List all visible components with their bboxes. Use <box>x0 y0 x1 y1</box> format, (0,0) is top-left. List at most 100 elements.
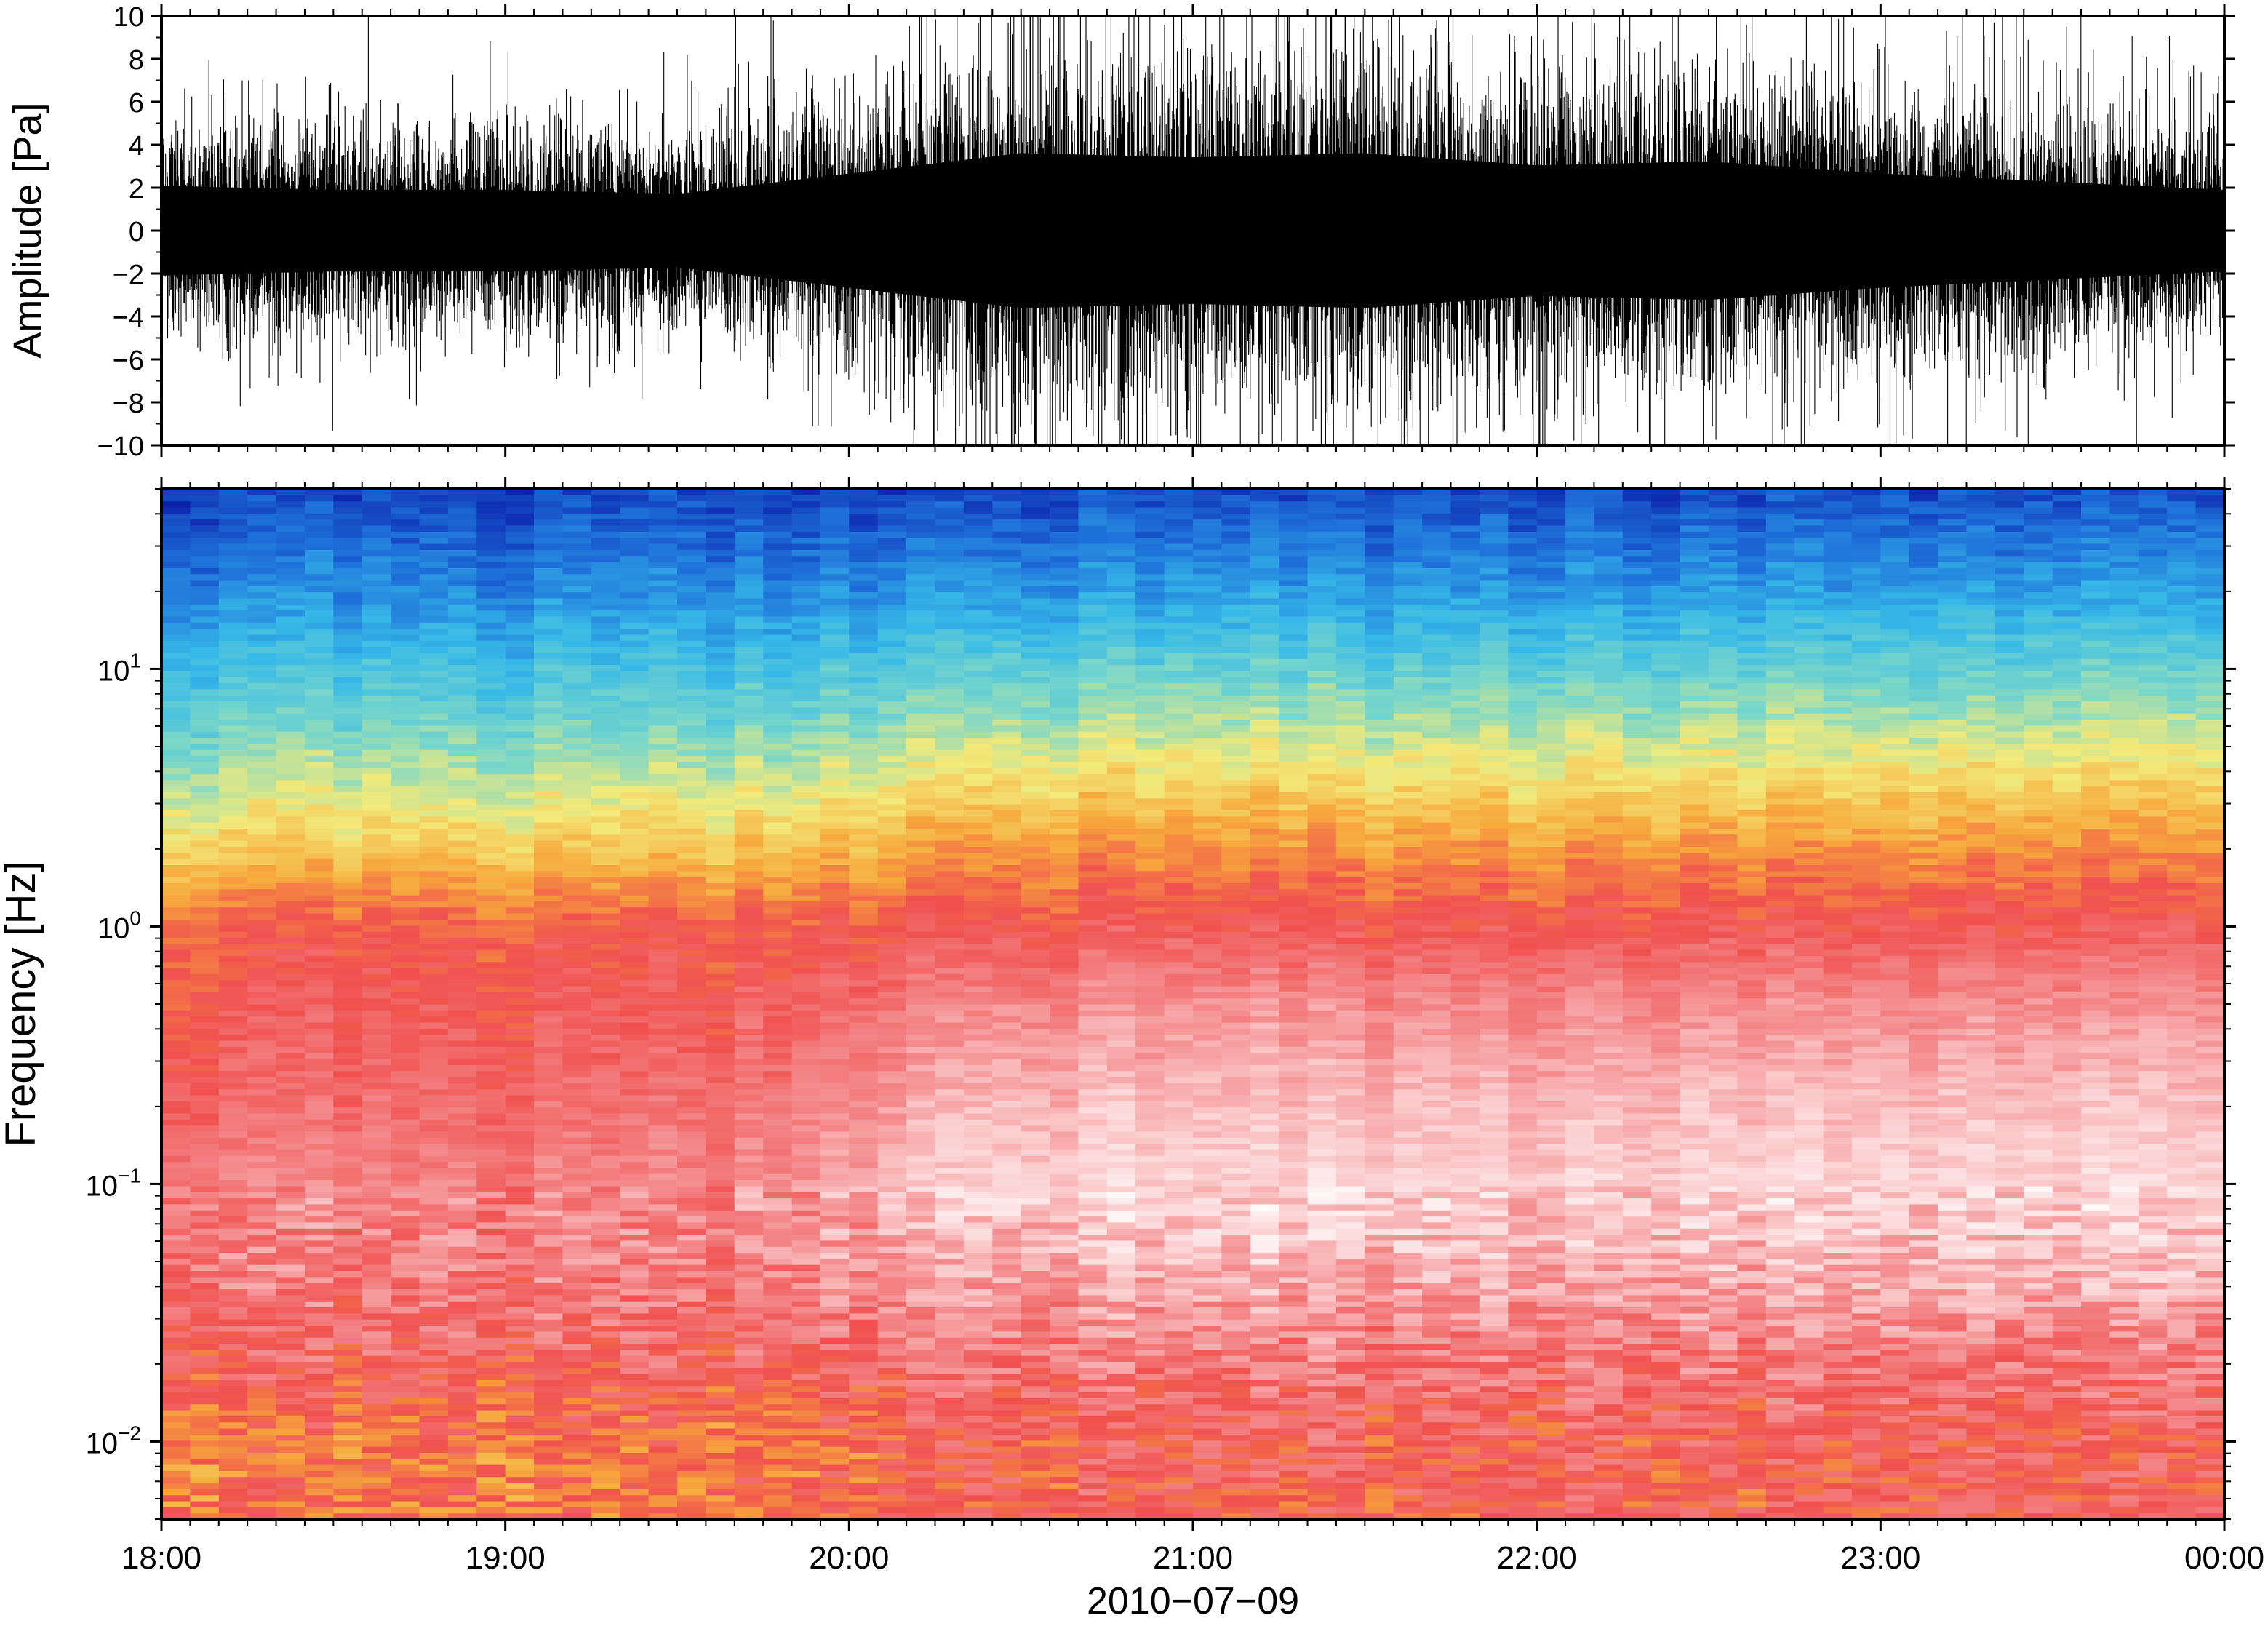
spectrogram-cell <box>420 1301 449 1307</box>
spectrogram-cell <box>763 1410 792 1416</box>
spectrogram-cell <box>190 840 219 847</box>
spectrogram-cell <box>562 1410 591 1416</box>
spectrogram-cell <box>476 689 506 696</box>
spectrogram-cell <box>935 1337 965 1344</box>
spectrogram-cell <box>362 913 391 920</box>
spectrogram-cell <box>534 1495 563 1502</box>
spectrogram-cell <box>391 1488 420 1495</box>
spectrogram-cell <box>534 574 563 581</box>
spectrogram-cell <box>333 1392 362 1398</box>
spectrogram-cell <box>620 556 649 562</box>
spectrogram-cell <box>391 1028 420 1035</box>
spectrogram-cell <box>849 1107 878 1114</box>
spectrogram-cell <box>247 1216 276 1223</box>
spectrogram-cell <box>591 1259 620 1265</box>
spectrogram-cell <box>190 574 219 581</box>
spectrogram-cell <box>391 738 420 744</box>
spectrogram-cell <box>161 604 191 610</box>
spectrogram-cell <box>706 1040 735 1047</box>
spectrogram-cell <box>219 658 248 665</box>
spectrogram-cell <box>219 1501 248 1507</box>
spectrogram-cell <box>562 756 591 762</box>
spectrogram-cell <box>506 840 535 847</box>
spectrogram-cell <box>190 1459 219 1465</box>
spectrogram-cell <box>247 1416 276 1422</box>
spectrogram-cell <box>620 944 649 950</box>
spectrogram-cell <box>706 1501 735 1507</box>
spectrogram-cell <box>362 1422 391 1429</box>
spectrogram-cell <box>562 1071 591 1077</box>
spectrogram-cell <box>849 889 878 896</box>
spectrogram-cell <box>935 1507 965 1513</box>
spectrogram-cell <box>476 592 506 599</box>
spectrogram-cell <box>305 889 334 896</box>
spectrogram-cell <box>276 616 306 623</box>
spectrogram-cell <box>305 1289 334 1296</box>
spectrogram-cell <box>190 731 219 738</box>
spectrogram-cell <box>534 1095 563 1101</box>
spectrogram-cell <box>820 1137 850 1144</box>
spectrogram-cell <box>763 513 792 519</box>
spectrogram-cell <box>906 592 935 599</box>
spectrogram-cell <box>735 738 764 744</box>
spectrogram-cell <box>506 616 535 623</box>
spectrogram-cell <box>649 1331 678 1338</box>
spectrogram-cell <box>935 1470 965 1477</box>
spectrogram-cell <box>763 810 792 817</box>
spectrogram-cell <box>506 810 535 817</box>
spectrogram-cell <box>305 1434 334 1440</box>
spectrogram-cell <box>964 1173 993 1180</box>
spectrogram-cell <box>906 828 935 834</box>
spectrogram-cell <box>964 1289 993 1296</box>
spectrogram-cell <box>448 1289 477 1296</box>
spectrogram-cell <box>735 1089 764 1096</box>
spectrogram-cell <box>906 501 935 508</box>
spectrogram-cell <box>448 1119 477 1125</box>
spectrogram-cell <box>247 1259 276 1265</box>
spectrogram-cell <box>161 1501 191 1507</box>
spectrogram-cell <box>706 1507 735 1513</box>
spectrogram-cell <box>362 1077 391 1083</box>
spectrogram-cell <box>906 1319 935 1326</box>
spectrogram-cell <box>562 1228 591 1235</box>
spectrogram-cell <box>276 901 306 907</box>
spectrogram-cell <box>391 1355 420 1362</box>
spectrogram-cell <box>219 634 248 641</box>
spectrogram-cell <box>763 931 792 938</box>
spectrogram-cell <box>219 756 248 762</box>
spectrogram-cell <box>161 877 191 883</box>
spectrogram-cell <box>591 1422 620 1429</box>
spectrogram-cell <box>562 901 591 907</box>
spectrogram-cell <box>219 1180 248 1187</box>
spectrogram-cell <box>534 1053 563 1059</box>
spectrogram-cell <box>506 834 535 841</box>
spectrogram-cell <box>476 1204 506 1211</box>
spectrogram-cell <box>190 495 219 501</box>
spectrogram-cell <box>906 949 935 956</box>
spectrogram-cell <box>964 549 993 556</box>
spectrogram-cell <box>964 810 993 817</box>
spectrogram-column <box>448 489 477 1520</box>
spectrogram-cell <box>448 992 477 998</box>
spectrogram-cell <box>161 907 191 914</box>
spectrogram-cell <box>792 1228 821 1235</box>
spectrogram-cell <box>792 1404 821 1411</box>
spectrogram-cell <box>820 671 850 677</box>
spectrogram-cell <box>448 616 477 623</box>
spectrogram-cell <box>763 1283 792 1289</box>
spectrogram-cell <box>448 1101 477 1107</box>
spectrogram-cell <box>706 1077 735 1083</box>
spectrogram-cell <box>506 1343 535 1350</box>
spectrogram-cell <box>677 1452 706 1459</box>
spectrogram-cell <box>878 968 907 974</box>
spectrogram-cell <box>247 871 276 877</box>
spectrogram-cell <box>161 1149 191 1156</box>
spectrogram-cell <box>878 677 907 683</box>
spectrogram-cell <box>878 531 907 538</box>
spectrogram-cell <box>591 1228 620 1235</box>
spectrogram-cell <box>935 858 965 865</box>
spectrogram-cell <box>305 1064 334 1071</box>
spectrogram-cell <box>591 562 620 568</box>
spectrogram-cell <box>620 1228 649 1235</box>
spectrogram-cell <box>763 1398 792 1404</box>
